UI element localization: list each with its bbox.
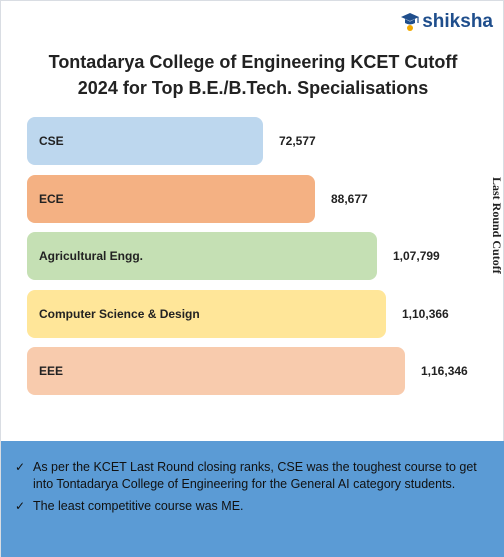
- graduation-cap-icon: [401, 13, 420, 31]
- note-item: ✓ As per the KCET Last Round closing ran…: [15, 459, 491, 493]
- bar-cse: CSE: [27, 117, 263, 165]
- bar-computer-science-design: Computer Science & Design: [27, 290, 386, 338]
- chart-title: Tontadarya College of Engineering KCET C…: [1, 49, 504, 101]
- bar-eee: EEE: [27, 347, 405, 395]
- chart-title-line-1: Tontadarya College of Engineering KCET C…: [48, 52, 458, 72]
- bar-value-label: 1,07,799: [393, 249, 440, 263]
- bar-value-label: 1,16,346: [421, 364, 468, 378]
- bar-category-label: Computer Science & Design: [39, 307, 200, 321]
- check-icon: ✓: [15, 499, 26, 513]
- shiksha-logo: shiksha: [400, 11, 493, 33]
- axis-label: Last Round Cutoff: [490, 177, 504, 274]
- note-item: ✓ The least competitive course was ME.: [15, 498, 491, 515]
- brand-name: shiksha: [422, 11, 493, 32]
- bar-category-label: Agricultural Engg.: [39, 249, 144, 263]
- bar-value-label: 72,577: [279, 134, 316, 148]
- bar-value-label: 1,10,366: [402, 307, 449, 321]
- bar-value-label: 88,677: [331, 192, 368, 206]
- bar-agricultural-engg: Agricultural Engg.: [27, 232, 377, 280]
- check-icon: ✓: [15, 460, 26, 474]
- bar-category-label: ECE: [39, 192, 64, 206]
- bar-ece: ECE: [27, 175, 315, 223]
- bar-category-label: CSE: [39, 134, 64, 148]
- note-text: The least competitive course was ME.: [33, 499, 244, 513]
- note-text: As per the KCET Last Round closing ranks…: [33, 460, 477, 491]
- chart-title-line-2: 2024 for Top B.E./B.Tech. Specialisation…: [77, 78, 429, 98]
- bar-chart: CSE 72,577 ECE 88,677 Agricultural Engg. 1,07…: [1, 1, 504, 441]
- bar-category-label: EEE: [39, 364, 64, 378]
- notes-panel: ✓ As per the KCET Last Round closing ran…: [1, 441, 504, 557]
